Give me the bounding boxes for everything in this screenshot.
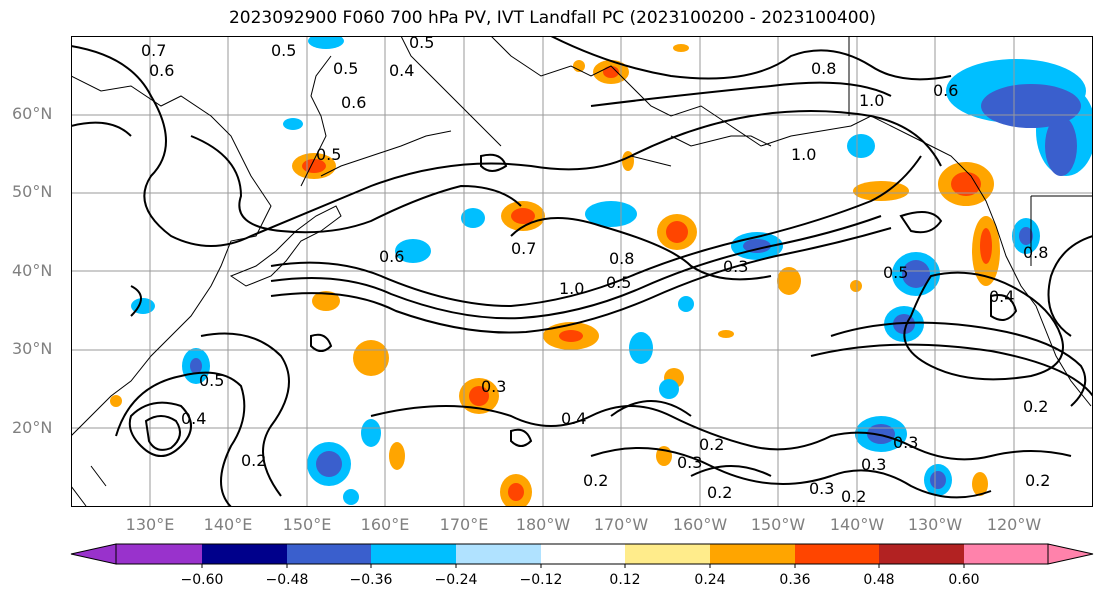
lon-label: 160°E — [360, 515, 410, 534]
colorbar-extend-high — [1047, 543, 1094, 565]
contour-label: 0.5 — [316, 145, 341, 164]
contour-label: 0.7 — [511, 239, 536, 258]
contour-label: 0.3 — [677, 453, 702, 472]
colorbar-swatch — [625, 544, 710, 564]
contour-label: 0.8 — [811, 59, 836, 78]
contour-label: 0.4 — [561, 409, 586, 428]
contour-label: 0.5 — [333, 59, 358, 78]
colorbar-tick: 0.24 — [694, 572, 726, 588]
colorbar-tick: −0.24 — [434, 572, 478, 588]
colorbar-swatch — [371, 544, 456, 564]
colorbar-swatch — [116, 544, 202, 564]
contour-label: 0.5 — [409, 36, 434, 52]
contour-label: 0.4 — [989, 287, 1014, 306]
map-title: 2023092900 F060 700 hPa PV, IVT Landfall… — [228, 8, 876, 28]
lon-label: 180°W — [515, 515, 571, 534]
colorbar-swatch — [795, 544, 879, 564]
colorbar-swatch — [456, 544, 541, 564]
contour-label: 0.2 — [583, 471, 608, 490]
pv-ivt-map: 0.7 0.6 0.5 0.5 0.4 0.5 0.6 0.5 0.8 1.0 … — [71, 36, 1093, 507]
lon-label: 140°W — [829, 515, 885, 534]
colorbar-tick: 0.12 — [609, 572, 641, 588]
colorbar-swatch — [287, 544, 371, 564]
graticule — [71, 36, 1093, 507]
colorbar — [70, 543, 1094, 568]
contour-label: 0.5 — [199, 371, 224, 390]
contour-label: 0.2 — [707, 483, 732, 502]
contour-label: 1.0 — [791, 145, 816, 164]
colorbar-tick: −0.60 — [180, 572, 224, 588]
colorbar-tick: −0.12 — [519, 572, 563, 588]
colorbar-swatch — [710, 544, 795, 564]
lon-label: 170°E — [439, 515, 489, 534]
lon-label: 150°E — [282, 515, 332, 534]
shaded-anomalies — [110, 36, 1093, 507]
contour-label: 0.4 — [389, 61, 414, 80]
contour-label: 0.6 — [379, 247, 404, 266]
lat-label: 20°N — [12, 418, 53, 437]
lon-label: 130°W — [907, 515, 963, 534]
colorbar-tick: −0.36 — [349, 572, 393, 588]
colorbar-extend-low — [70, 543, 117, 565]
colorbar-swatch — [541, 544, 625, 564]
contour-label: 0.5 — [883, 263, 908, 282]
lat-label: 60°N — [12, 104, 53, 123]
lon-label: 150°W — [750, 515, 806, 534]
contour-label: 0.3 — [809, 479, 834, 498]
contour-label: 0.2 — [241, 451, 266, 470]
contour-label: 0.2 — [841, 487, 866, 506]
lon-label: 170°W — [593, 515, 649, 534]
contour-label: 0.2 — [699, 435, 724, 454]
contour-label: 1.0 — [859, 91, 884, 110]
colorbar-tick: 0.48 — [863, 572, 895, 588]
contour-label: 0.6 — [149, 61, 174, 80]
contour-labels: 0.7 0.6 0.5 0.5 0.4 0.5 0.6 0.5 0.8 1.0 … — [141, 36, 1050, 506]
contour-label: 1.0 — [559, 279, 584, 298]
contour-label: 0.2 — [1025, 471, 1050, 490]
lon-label: 130°E — [125, 515, 175, 534]
contour-label: 0.6 — [341, 93, 366, 112]
contour-label: 0.3 — [861, 455, 886, 474]
colorbar-swatch — [879, 544, 964, 564]
contour-label: 0.5 — [606, 273, 631, 292]
lon-label: 160°W — [672, 515, 728, 534]
contour-label: 0.2 — [1023, 397, 1048, 416]
lon-label: 120°W — [986, 515, 1042, 534]
colorbar-swatch — [964, 544, 1048, 564]
colorbar-tick: 0.60 — [948, 572, 980, 588]
contour-label: 0.5 — [271, 41, 296, 60]
lon-label: 140°E — [203, 515, 253, 534]
contour-label: 0.6 — [933, 81, 958, 100]
contour-label: 0.3 — [893, 433, 918, 452]
lat-label: 50°N — [12, 182, 53, 201]
contour-label: 0.4 — [181, 409, 206, 428]
colorbar-swatch — [202, 544, 287, 564]
colorbar-tick: −0.48 — [265, 572, 309, 588]
lat-label: 40°N — [12, 261, 53, 280]
contour-label: 0.8 — [1023, 243, 1048, 262]
contour-label: 0.8 — [609, 249, 634, 268]
colorbar-tick: 0.36 — [779, 572, 811, 588]
lat-label: 30°N — [12, 339, 53, 358]
contour-label: 0.3 — [481, 377, 506, 396]
contour-label: 0.3 — [723, 257, 748, 276]
contour-label: 0.7 — [141, 41, 166, 60]
contours — [71, 36, 1093, 507]
